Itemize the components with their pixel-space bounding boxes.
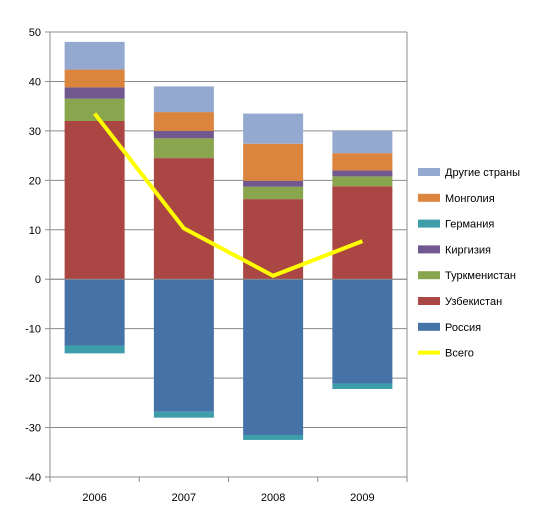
bars (64, 41, 393, 440)
bar-segment (153, 138, 214, 159)
bar-segment (153, 279, 214, 412)
bar-segment (64, 279, 125, 346)
y-tick-label: -30 (25, 423, 41, 435)
y-tick-label: 40 (29, 76, 41, 88)
bar-segment (153, 86, 214, 113)
bar-segment (153, 130, 214, 139)
bar-segment (332, 130, 393, 154)
y-tick-label: 10 (29, 225, 41, 237)
y-tick-label: -40 (25, 472, 41, 484)
bar-segment (64, 41, 125, 70)
bar-segment (332, 186, 393, 280)
y-tick-label: -20 (25, 373, 41, 385)
total-line (93, 112, 364, 278)
y-tick-label: -10 (25, 324, 41, 336)
bar-segment (64, 87, 125, 99)
legend-swatch (418, 193, 440, 202)
legend-label: Всего (445, 348, 474, 360)
bar-segment (243, 279, 304, 435)
y-tick-label: 20 (29, 175, 41, 187)
axes: -40 -30 -20 -10 0 10 20 30 40 50 2006 2007 2008 2009 (25, 27, 408, 504)
y-tick-label: 30 (29, 126, 41, 138)
bar-segment (332, 383, 393, 389)
bar-segment (243, 113, 304, 144)
y-tick-label: 50 (29, 27, 41, 39)
legend-label: Узбекистан (445, 296, 502, 308)
x-tick-label: 2009 (350, 492, 374, 504)
bar-segment (64, 345, 125, 354)
bar-segment (64, 98, 125, 121)
bar-segment (64, 121, 125, 280)
bar-segment (332, 170, 393, 177)
bar-segment (243, 143, 304, 181)
bar-segment (64, 69, 125, 88)
bar-segment (332, 153, 393, 171)
legend: Другие страны Монголия Германия Киргизия Тур… (418, 167, 520, 360)
bar-segment (332, 279, 393, 384)
x-tick-label: 2007 (172, 492, 196, 504)
legend-swatch (418, 168, 440, 176)
bar-segment (243, 180, 304, 187)
x-tick-label: 2006 (82, 492, 106, 504)
legend-swatch (418, 271, 440, 280)
legend-label: Туркменистан (445, 270, 516, 282)
legend-swatch (418, 245, 440, 254)
legend-swatch (418, 322, 440, 331)
legend-label: Германия (445, 219, 494, 231)
bar-segment (153, 411, 214, 418)
legend-swatch (418, 219, 440, 228)
bar-segment (153, 158, 214, 280)
legend-label: Киргизия (445, 244, 491, 256)
y-tick-label: 0 (35, 274, 41, 286)
legend-label: Монголия (445, 193, 495, 205)
bar-segment (243, 186, 304, 200)
legend-swatch (418, 297, 440, 305)
legend-label: Россия (445, 322, 481, 334)
total-line-path (93, 112, 364, 278)
bar-segment (243, 434, 304, 440)
legend-label: Другие страны (445, 167, 520, 179)
x-tick-label: 2008 (261, 492, 285, 504)
bar-segment (153, 112, 214, 131)
bar-segment (332, 176, 393, 187)
